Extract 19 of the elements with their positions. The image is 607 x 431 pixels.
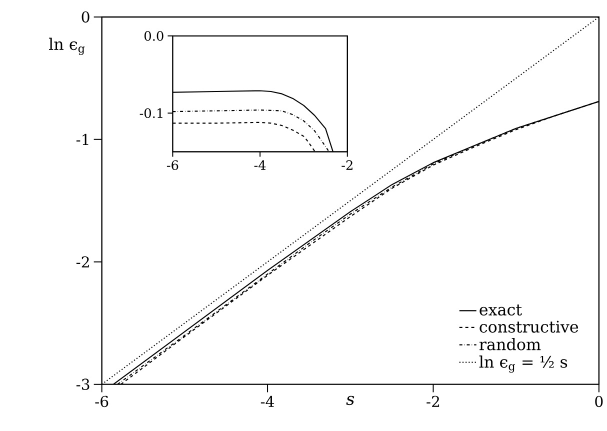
x-tick-label: -6 [166,160,178,170]
x-tick-label: -4 [254,160,266,170]
y-tick-label: 0 [82,11,90,23]
legend-label: exact [480,304,522,316]
y-tick-label: -2 [76,256,89,268]
y-tick-label: -3 [76,378,90,390]
x-tick-label: -6 [95,396,108,407]
y-axis-title: ln ϵ$_{g}$ [49,38,85,55]
x-tick-label: -2 [426,396,440,407]
x-tick-label: -2 [342,160,352,170]
x-tick-label: -4 [260,396,274,407]
x-axis-title: s [346,396,354,405]
y-tick-label: -0.1 [140,108,162,118]
y-tick-label: -1 [76,134,88,145]
legend-label: random [479,338,541,350]
legend-label: constructive [480,320,578,333]
y-tick-label: 0.0 [144,30,164,41]
x-tick-label: 0 [595,396,603,407]
legend-label: ln ϵ$_{g}$ = ½ s [479,355,568,373]
